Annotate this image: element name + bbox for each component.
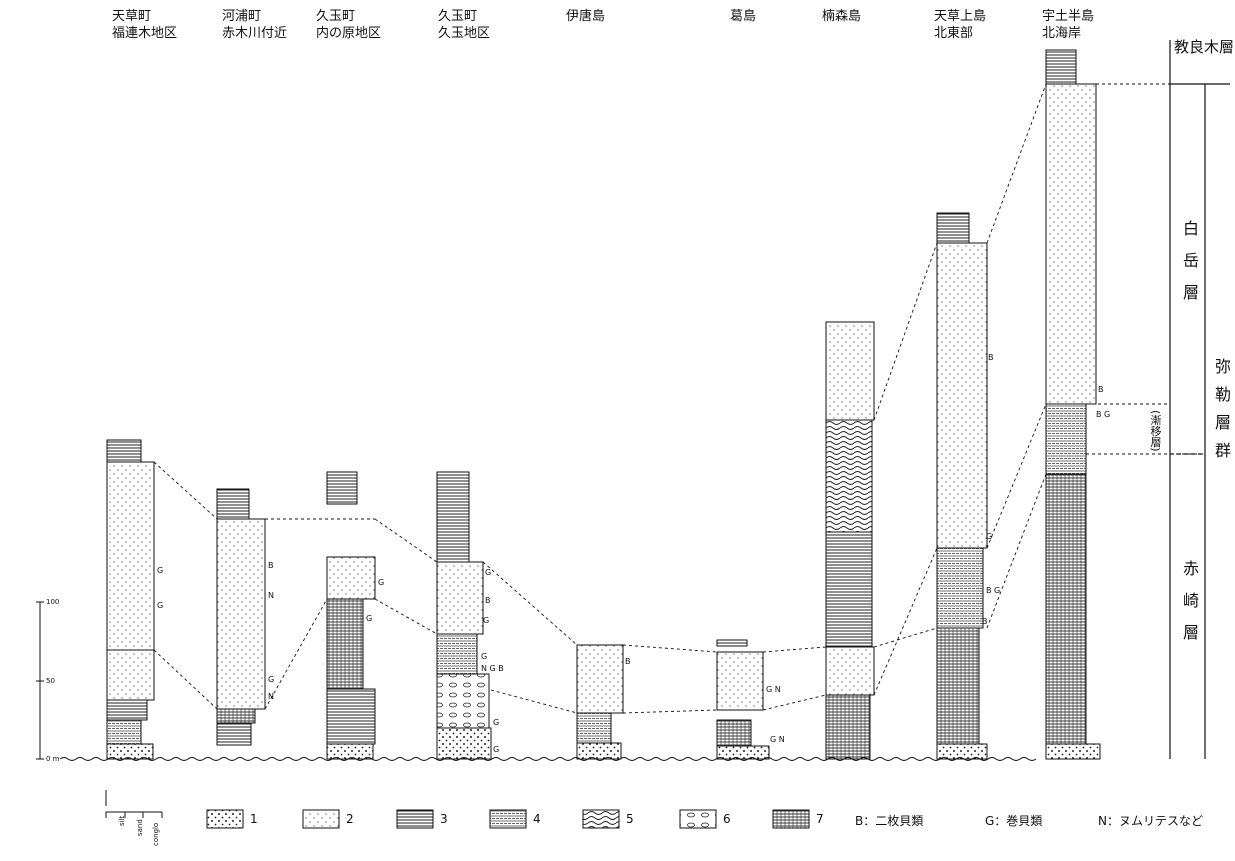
fossil-mark: G (481, 652, 488, 661)
legend-label-7: 7 (816, 812, 824, 826)
column-header-5: 伊唐島 (566, 9, 606, 24)
legend-label-2: 2 (346, 812, 354, 826)
column-8-section (936, 212, 988, 760)
fossil-mark: N (268, 591, 274, 600)
baseline (59, 757, 1037, 761)
legend-swatches (206, 809, 810, 829)
formation-transition: (漸移層) (1149, 410, 1162, 452)
grain-label-sand: sand (136, 819, 144, 836)
fossil-mark: G (268, 675, 275, 684)
fossil-mark: G (378, 578, 385, 587)
formation-columns (1169, 40, 1230, 759)
fossil-mark: G (493, 745, 500, 754)
fossil-mark: G N (770, 735, 785, 744)
fossil-mark: B (625, 657, 631, 666)
legend-label-5: 5 (626, 812, 634, 826)
fossil-mark: G (366, 614, 373, 623)
fossil-mark: G (157, 601, 164, 610)
column-5-section (576, 644, 624, 760)
fossil-mark: G N (766, 685, 781, 694)
abbrev-nummulites: N：ヌムリテスなど (1098, 814, 1203, 828)
legend-label-4: 4 (533, 812, 541, 826)
column-6-section (716, 639, 770, 760)
fossil-mark: N (268, 692, 274, 701)
fossil-mark: B (988, 353, 994, 362)
column-header-2: 河浦町 赤木川付近 (222, 9, 288, 41)
column-9-section (1045, 49, 1101, 760)
column-header-7: 楠森島 (822, 9, 862, 24)
fossil-mark: B G (1096, 410, 1111, 419)
grain-size-scale (105, 790, 163, 818)
abbrev-bivalve: B：二枚貝類 (855, 814, 924, 828)
legend-label-6: 6 (723, 812, 731, 826)
legend-label-3: 3 (440, 812, 448, 826)
formation-shiratake: 白岳層 (1180, 220, 1199, 316)
vertical-scale (36, 601, 44, 760)
column-header-1: 天草町 福連木地区 (112, 9, 178, 41)
fossil-mark: G (157, 566, 164, 575)
scale-label-100: 100 (46, 598, 60, 606)
fossil-mark: G (493, 718, 500, 727)
legend-swatch-4 (489, 809, 527, 829)
legend-swatch-1 (206, 809, 244, 829)
fossil-mark: B (485, 596, 491, 605)
fossil-mark: G (986, 532, 993, 541)
fossil-mark: G (483, 616, 490, 625)
grain-label-conglo: conglo (152, 822, 160, 846)
abbrev-gastropod: G：巻貝類 (985, 814, 1043, 828)
grain-label-silt: silt (118, 815, 126, 826)
column-header-3: 久玉町 内の原地区 (316, 9, 382, 41)
scale-label-50: 50 (46, 677, 55, 685)
column-header-9: 宇土半島 北海岸 (1042, 9, 1095, 41)
correlation-lines (153, 83, 1205, 714)
column-1-section (106, 439, 155, 760)
fossil-mark: B (982, 617, 988, 626)
column-4-section (436, 471, 492, 760)
column-header-4: 久玉町 久玉地区 (438, 9, 491, 41)
fossil-mark: G (485, 568, 492, 577)
column-header-8: 天草上島 北東部 (934, 9, 987, 41)
column-7-section (825, 321, 875, 760)
column-2-section (216, 488, 266, 746)
scale-label-0: 0 m (46, 755, 60, 763)
legend-swatch-6 (679, 809, 717, 829)
formation-kyoragi: 教良木層 (1174, 38, 1235, 56)
fossil-mark: B (268, 561, 274, 570)
column-3-section (326, 471, 376, 760)
group-miroku: 弥勒層群 (1212, 358, 1231, 470)
fossil-mark: N G B (481, 664, 504, 673)
legend-swatch-7 (772, 809, 810, 829)
legend-swatch-2 (302, 809, 340, 829)
fossil-mark: B (1098, 385, 1104, 394)
column-header-6: 葛島 (730, 9, 757, 24)
legend-swatch-5 (582, 809, 620, 829)
fossil-mark: B G (986, 586, 1001, 595)
formation-akasaki: 赤崎層 (1180, 560, 1199, 656)
legend-swatch-3 (396, 809, 434, 829)
legend-label-1: 1 (250, 812, 258, 826)
